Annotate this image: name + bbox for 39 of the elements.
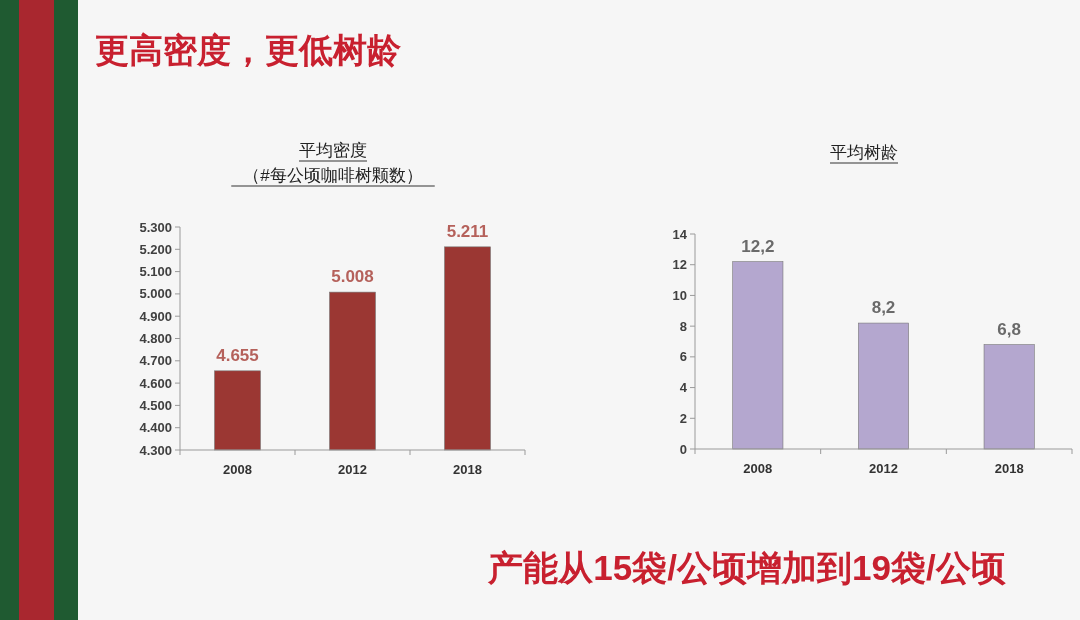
y-tick-label: 4.300 (139, 442, 172, 458)
y-tick-label: 6 (679, 349, 687, 365)
y-tick-label: 4.600 (139, 375, 172, 391)
y-tick-label: 4.500 (139, 397, 172, 413)
bar (858, 322, 909, 450)
y-tick-label: 5.100 (139, 264, 172, 280)
data-label: 4.655 (216, 345, 259, 365)
y-tick-label: 4.800 (139, 331, 172, 346)
x-tick-label: 2018 (453, 462, 482, 477)
y-tick-label: 5.000 (139, 286, 172, 302)
chart-title: 平均密度 (299, 141, 367, 160)
text: 更高密度，更低树龄 (95, 31, 402, 69)
y-tick-label: 4.900 (139, 308, 172, 324)
chart-title: 平均树龄 (830, 143, 898, 162)
y-tick-label: 4 (679, 380, 688, 396)
y-tick-label: 14 (672, 226, 688, 242)
x-tick-label: 2012 (338, 462, 367, 477)
y-tick-label: 4.700 (139, 353, 172, 369)
y-tick-label: 0 (679, 441, 687, 457)
data-label: 5.008 (331, 267, 374, 287)
x-tick-label: 2008 (223, 462, 252, 477)
y-tick-label: 2 (679, 410, 687, 426)
y-tick-label: 8 (679, 318, 687, 334)
data-label: 5.211 (446, 221, 489, 241)
bar (732, 261, 784, 450)
x-tick-label: 2018 (994, 461, 1024, 476)
y-tick-label: 10 (672, 287, 687, 303)
data-label: 12,2 (741, 236, 775, 256)
y-tick-label: 5.200 (139, 241, 172, 257)
bar (983, 344, 1035, 450)
data-label: 6,8 (997, 319, 1021, 339)
y-tick-label: 12 (672, 257, 687, 273)
y-tick-label: 4.400 (139, 420, 172, 436)
text: 产能从15袋/公顷增加到19袋/公顷 (487, 548, 1006, 587)
chart-subtitle: （#每公顷咖啡树颗数） (243, 166, 423, 185)
y-tick-label: 5.300 (139, 219, 172, 235)
data-label: 8,2 (871, 298, 896, 318)
x-tick-label: 2012 (869, 461, 898, 476)
x-tick-label: 2008 (743, 461, 773, 476)
